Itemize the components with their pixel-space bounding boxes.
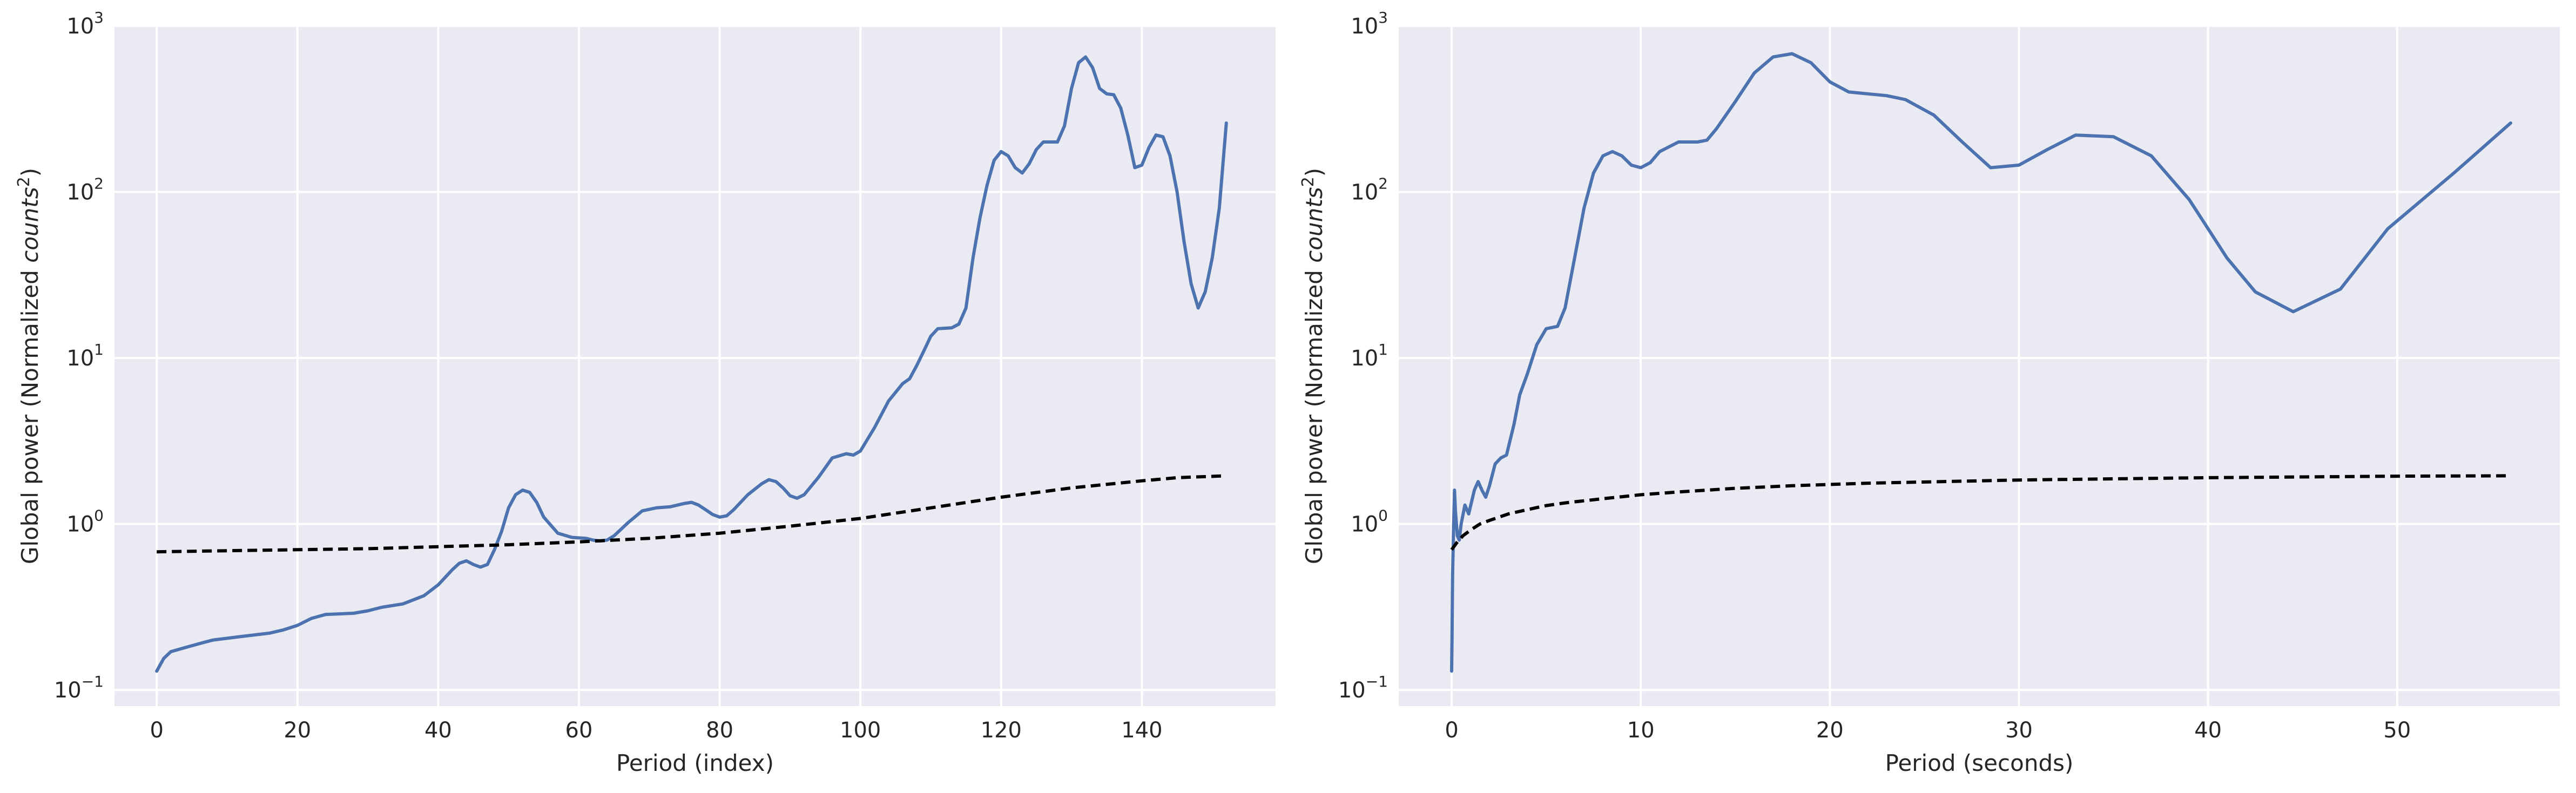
y-tick-label: 102 <box>66 175 104 205</box>
y-tick-label: 101 <box>66 341 104 371</box>
y-tick-label: 100 <box>66 507 104 537</box>
x-tick-label: 120 <box>981 718 1022 743</box>
chart-right: 0 10 20 30 40 50 10−1 100 101 102 103 Period (secon… <box>1299 9 2560 776</box>
y-tick-label: 103 <box>1351 9 1388 39</box>
x-axis-label: Period (index) <box>616 750 774 776</box>
x-tick-label: 0 <box>150 718 163 743</box>
x-tick-label: 20 <box>1816 718 1844 743</box>
y-tick-label: 103 <box>66 9 104 39</box>
global-power-line <box>155 55 1228 673</box>
x-tick-label: 0 <box>1445 718 1458 743</box>
x-tick-label: 20 <box>284 718 311 743</box>
y-tick-label: 10−1 <box>1338 673 1388 703</box>
y-tick-label: 101 <box>1351 341 1388 371</box>
plot-area <box>114 26 1276 706</box>
x-tick-label: 140 <box>1121 718 1162 743</box>
y-axis-label: Global power (Normalized counts2) <box>15 168 43 564</box>
x-tick-label: 100 <box>840 718 881 743</box>
plot-area <box>1399 26 2560 706</box>
x-tick-label: 10 <box>1627 718 1655 743</box>
y-axis-label: Global power (Normalized counts2) <box>1299 168 1327 564</box>
y-tick-label: 102 <box>1351 175 1388 205</box>
x-tick-label: 40 <box>2194 718 2222 743</box>
x-tick-label: 30 <box>2005 718 2033 743</box>
significance-line <box>157 474 1226 554</box>
y-tick-label: 10−1 <box>54 673 104 703</box>
x-tick-label: 40 <box>424 718 452 743</box>
x-tick-label: 60 <box>565 718 593 743</box>
chart-left: 0 20 40 60 80 100 120 140 10−1 100 101 102 103 Period… <box>15 9 1276 776</box>
x-tick-label: 80 <box>706 718 733 743</box>
global-power-line <box>1450 52 2512 673</box>
significance-line <box>1450 474 2511 551</box>
x-tick-label: 50 <box>2383 718 2411 743</box>
gridlines <box>114 25 1276 706</box>
gridlines <box>1399 25 2560 706</box>
y-tick-label: 100 <box>1351 507 1388 537</box>
x-axis-label: Period (seconds) <box>1885 750 2074 776</box>
